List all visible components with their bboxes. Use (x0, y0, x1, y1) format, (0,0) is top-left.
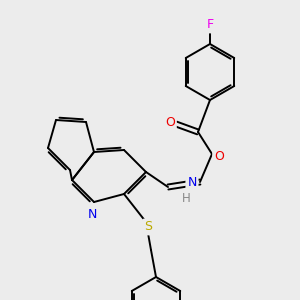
Text: O: O (214, 149, 224, 163)
Text: N: N (187, 176, 197, 190)
Text: F: F (206, 19, 214, 32)
Text: N: N (87, 208, 97, 220)
Text: O: O (165, 116, 175, 128)
Text: S: S (144, 220, 152, 233)
Text: H: H (182, 193, 190, 206)
